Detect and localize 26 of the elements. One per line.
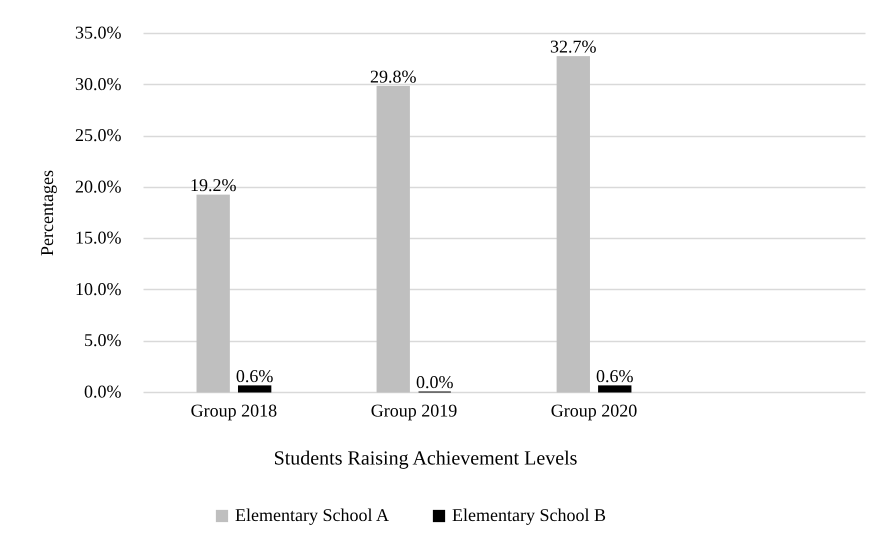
bar (196, 194, 230, 392)
y-tick-label: 20.0% (75, 176, 122, 196)
data-label: 29.8% (370, 66, 416, 86)
bar (556, 56, 590, 392)
y-tick-label: 10.0% (75, 278, 122, 299)
x-tick-label: Group 2019 (370, 400, 458, 420)
data-label: 19.2% (190, 175, 236, 196)
data-label: 32.7% (550, 36, 597, 57)
legend-label: Elementary School B (452, 505, 606, 525)
bar (376, 86, 410, 392)
y-axis-title: Percentages (37, 170, 58, 256)
bar (598, 385, 632, 392)
x-tick-label: Group 2018 (190, 400, 278, 420)
data-label: 0.6% (236, 366, 274, 386)
data-label: 0.6% (596, 366, 634, 386)
legend-label: Elementary School A (235, 505, 389, 525)
x-axis-title: Students Raising Achievement Levels (274, 448, 578, 470)
y-tick-label: 35.0% (75, 22, 122, 42)
y-tick-label: 15.0% (75, 228, 122, 248)
data-label: 0.0% (416, 372, 454, 392)
y-tick-label: 25.0% (75, 125, 122, 146)
y-tick-label: 0.0% (84, 382, 122, 402)
x-tick-label: Group 2020 (550, 400, 638, 420)
bar (238, 385, 272, 392)
y-tick-label: 30.0% (75, 74, 122, 94)
y-tick-label: 5.0% (84, 330, 122, 350)
